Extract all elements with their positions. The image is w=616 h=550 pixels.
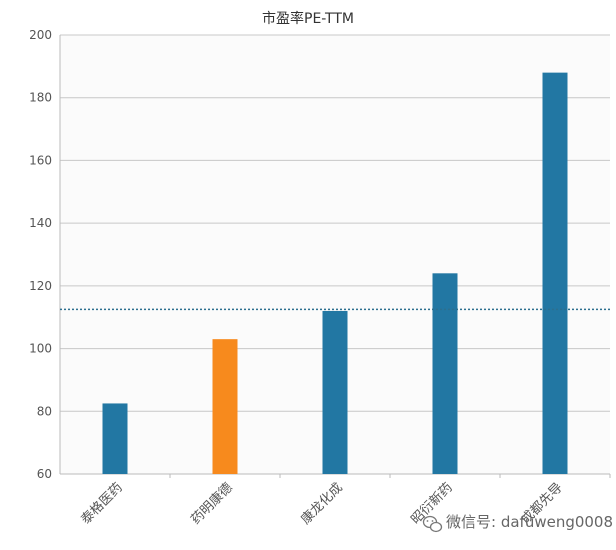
wechat-icon — [422, 515, 443, 533]
y-tick-label: 120 — [29, 279, 52, 293]
bar-5 — [542, 72, 568, 474]
bars — [102, 72, 568, 474]
y-tick-label: 140 — [29, 216, 52, 230]
bar-1 — [102, 403, 128, 474]
y-axis-ticks: 60 80 100 120 140 160 180 200 — [29, 28, 52, 481]
bar-3 — [322, 310, 348, 474]
y-tick-label: 200 — [29, 28, 52, 42]
y-tick-label: 80 — [37, 404, 52, 418]
watermark-text: 微信号: dafuweng0008 — [446, 513, 613, 531]
chart-title: 市盈率PE-TTM — [262, 10, 354, 27]
y-tick-label: 160 — [29, 153, 52, 167]
bar-2 — [212, 339, 238, 474]
y-tick-label: 60 — [37, 467, 52, 481]
y-tick-label: 180 — [29, 91, 52, 105]
watermark: 微信号: dafuweng0008 — [422, 513, 613, 533]
y-tick-label: 100 — [29, 342, 52, 356]
bar-4 — [432, 273, 458, 474]
